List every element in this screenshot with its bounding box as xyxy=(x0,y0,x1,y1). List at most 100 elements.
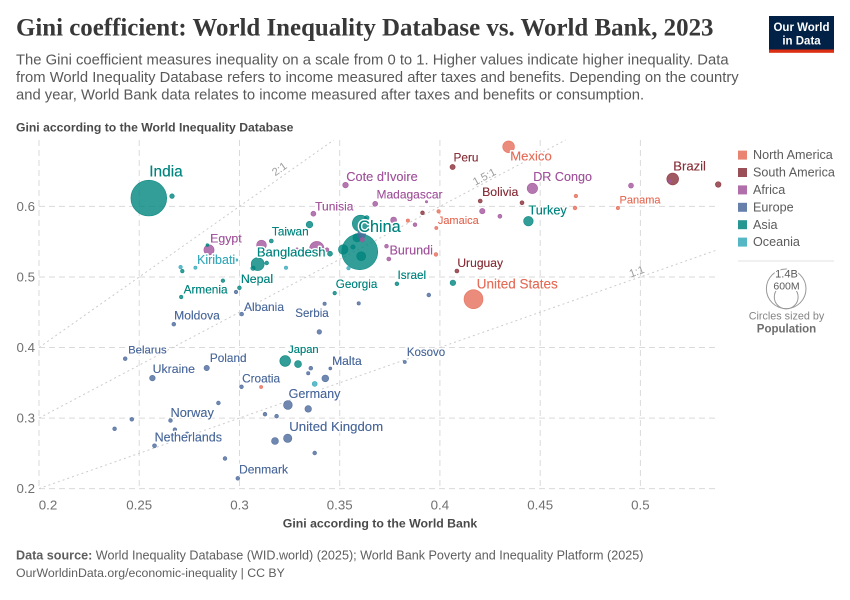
svg-text:DR Congo: DR Congo xyxy=(533,170,592,184)
svg-text:Peru: Peru xyxy=(454,150,479,164)
svg-text:Malta: Malta xyxy=(332,354,362,368)
svg-text:Belarus: Belarus xyxy=(128,345,167,357)
svg-text:Nepal: Nepal xyxy=(241,272,273,286)
svg-text:Oceania: Oceania xyxy=(753,235,800,249)
svg-text:0.5: 0.5 xyxy=(631,498,650,513)
svg-text:Tunisia: Tunisia xyxy=(315,199,354,213)
svg-text:Nepal: Nepal xyxy=(241,272,273,286)
svg-text:Gini according to the World Ba: Gini according to the World Bank xyxy=(283,517,478,531)
svg-text:0.2: 0.2 xyxy=(39,498,58,513)
svg-text:North America: North America xyxy=(753,148,833,162)
svg-text:Germany: Germany xyxy=(289,387,341,401)
svg-text:Data source: World Inequality: Data source: World Inequality Database (… xyxy=(16,549,643,563)
svg-text:0.6: 0.6 xyxy=(17,199,36,214)
svg-text:Serbia: Serbia xyxy=(295,307,329,320)
svg-text:Peru: Peru xyxy=(454,150,479,164)
svg-text:in Data: in Data xyxy=(782,36,821,48)
svg-text:Brazil: Brazil xyxy=(673,158,706,173)
svg-text:OurWorldinData.org/economic-in: OurWorldinData.org/economic-inequality |… xyxy=(16,566,285,580)
svg-text:Armenia: Armenia xyxy=(184,282,228,296)
svg-text:Taiwan: Taiwan xyxy=(272,225,309,239)
svg-text:Asia: Asia xyxy=(753,218,778,232)
svg-text:0.35: 0.35 xyxy=(327,498,353,513)
svg-text:Brazil: Brazil xyxy=(673,158,706,173)
svg-text:Georgia: Georgia xyxy=(336,278,378,291)
svg-text:1.4B: 1.4B xyxy=(775,269,798,281)
svg-text:Cote d'Ivoire: Cote d'Ivoire xyxy=(346,169,417,184)
svg-text:Ukraine: Ukraine xyxy=(153,362,196,376)
svg-text:Gini coefficient: World Inequa: Gini coefficient: World Inequality Datab… xyxy=(16,15,713,42)
svg-text:Turkey: Turkey xyxy=(528,204,567,218)
svg-text:Gini according to the World In: Gini according to the World Inequality D… xyxy=(16,121,294,135)
svg-text:United States: United States xyxy=(477,276,558,291)
svg-text:Burundi: Burundi xyxy=(389,244,432,258)
svg-text:Kiribati: Kiribati xyxy=(197,253,235,267)
svg-text:0.4: 0.4 xyxy=(17,340,36,355)
svg-text:Malta: Malta xyxy=(332,354,362,368)
svg-text:United States: United States xyxy=(477,276,558,291)
svg-text:Panama: Panama xyxy=(620,194,662,206)
svg-text:Kiribati: Kiribati xyxy=(197,253,235,267)
svg-text:India: India xyxy=(149,164,183,181)
svg-text:South America: South America xyxy=(753,166,835,180)
svg-text:Denmark: Denmark xyxy=(239,463,289,477)
svg-text:Bolivia: Bolivia xyxy=(482,185,518,199)
svg-text:Ukraine: Ukraine xyxy=(153,362,196,376)
svg-text:Croatia: Croatia xyxy=(242,372,280,386)
svg-text:Japan: Japan xyxy=(288,344,318,356)
svg-text:Moldova: Moldova xyxy=(174,309,220,323)
svg-text:Poland: Poland xyxy=(210,351,247,365)
svg-text:China: China xyxy=(358,218,400,236)
svg-text:Germany: Germany xyxy=(289,387,341,401)
svg-text:0.25: 0.25 xyxy=(126,498,152,513)
svg-text:Panama: Panama xyxy=(620,194,662,206)
svg-text:Africa: Africa xyxy=(753,183,785,197)
svg-text:0.2: 0.2 xyxy=(17,481,36,496)
svg-text:Norway: Norway xyxy=(171,405,215,420)
svg-text:Armenia: Armenia xyxy=(184,282,228,296)
svg-text:Our World: Our World xyxy=(773,22,829,34)
svg-text:0.45: 0.45 xyxy=(527,498,553,513)
svg-text:Taiwan: Taiwan xyxy=(272,225,309,239)
svg-text:0.3: 0.3 xyxy=(17,411,36,426)
svg-text:Bangladesh: Bangladesh xyxy=(257,245,326,260)
svg-text:Netherlands: Netherlands xyxy=(155,430,222,444)
svg-text:600M: 600M xyxy=(773,280,799,292)
svg-text:Georgia: Georgia xyxy=(336,278,378,291)
svg-text:DR Congo: DR Congo xyxy=(533,170,592,184)
svg-text:Turkey: Turkey xyxy=(528,204,567,218)
svg-text:and year, World Bank data rela: and year, World Bank data relates to inc… xyxy=(16,87,644,103)
svg-text:Jamaica: Jamaica xyxy=(438,215,480,227)
svg-text:from World Inequality Database: from World Inequality Database refers to… xyxy=(16,70,739,86)
svg-text:Egypt: Egypt xyxy=(210,231,242,245)
svg-text:Madagascar: Madagascar xyxy=(376,187,442,201)
svg-text:Bangladesh: Bangladesh xyxy=(257,245,326,260)
svg-text:Mexico: Mexico xyxy=(510,148,551,163)
svg-text:Netherlands: Netherlands xyxy=(155,430,222,444)
svg-text:0.3: 0.3 xyxy=(230,498,249,513)
svg-text:Albania: Albania xyxy=(244,300,284,314)
svg-text:Tunisia: Tunisia xyxy=(315,199,354,213)
svg-text:United Kingdom: United Kingdom xyxy=(289,419,383,434)
svg-text:Israel: Israel xyxy=(398,269,427,282)
svg-text:Jamaica: Jamaica xyxy=(438,215,480,227)
svg-text:Croatia: Croatia xyxy=(242,372,280,386)
svg-text:China: China xyxy=(358,218,400,236)
svg-text:0.5: 0.5 xyxy=(17,270,36,285)
svg-text:0.4: 0.4 xyxy=(431,498,450,513)
svg-text:Mexico: Mexico xyxy=(510,148,551,163)
svg-text:Population: Population xyxy=(757,324,816,336)
svg-text:Burundi: Burundi xyxy=(389,244,432,258)
svg-text:Europe: Europe xyxy=(753,200,794,214)
svg-text:Kosovo: Kosovo xyxy=(407,347,445,359)
svg-text:1:1: 1:1 xyxy=(628,264,646,280)
svg-text:Serbia: Serbia xyxy=(295,307,329,320)
svg-text:Israel: Israel xyxy=(398,269,427,282)
svg-text:Poland: Poland xyxy=(210,351,247,365)
svg-text:Albania: Albania xyxy=(244,300,284,314)
svg-text:Madagascar: Madagascar xyxy=(376,187,442,201)
svg-text:Belarus: Belarus xyxy=(128,345,167,357)
svg-text:Uruguay: Uruguay xyxy=(457,256,504,270)
svg-text:Kosovo: Kosovo xyxy=(407,347,445,359)
svg-text:Denmark: Denmark xyxy=(239,463,289,477)
